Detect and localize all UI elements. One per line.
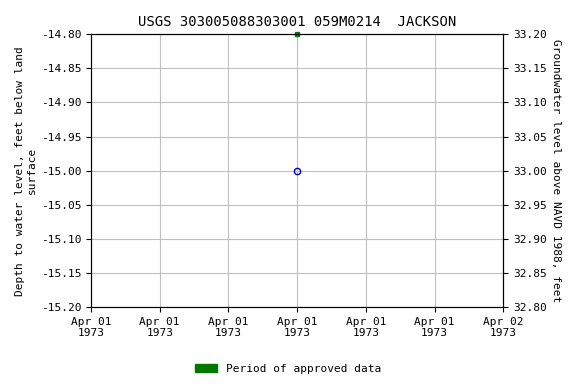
Legend: Period of approved data: Period of approved data xyxy=(191,359,385,379)
Y-axis label: Groundwater level above NAVD 1988, feet: Groundwater level above NAVD 1988, feet xyxy=(551,39,561,302)
Y-axis label: Depth to water level, feet below land
surface: Depth to water level, feet below land su… xyxy=(15,46,37,296)
Title: USGS 303005088303001 059M0214  JACKSON: USGS 303005088303001 059M0214 JACKSON xyxy=(138,15,456,29)
